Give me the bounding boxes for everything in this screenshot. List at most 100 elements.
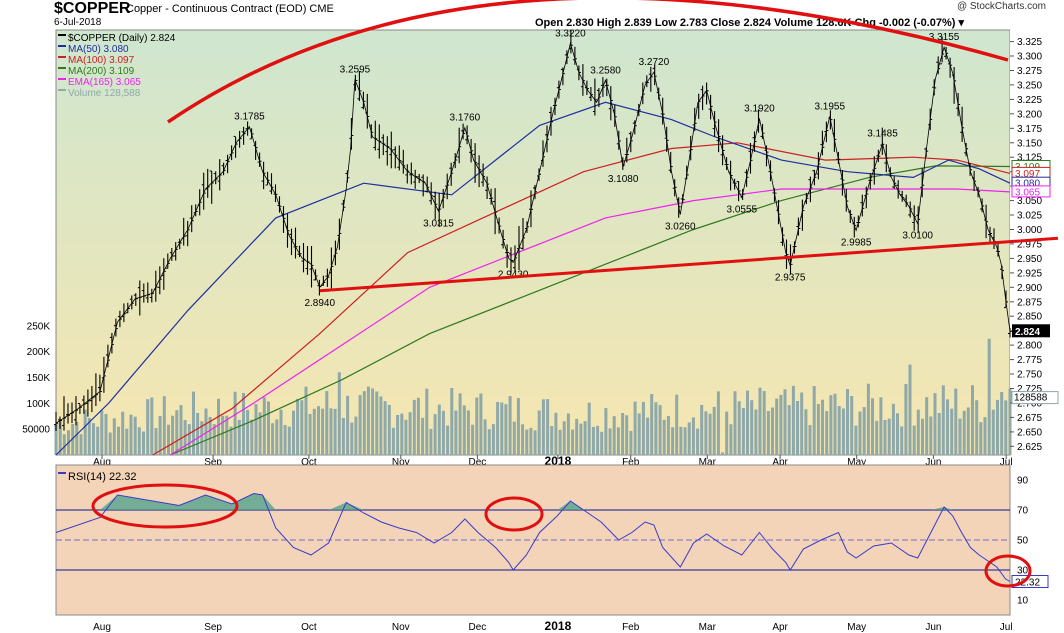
volume-bar [366,386,370,455]
volume-bar [983,417,987,455]
volume-bar [837,406,841,455]
volume-bar [554,412,558,455]
volume-bar [346,395,350,455]
volume-bar [350,422,354,455]
volume-bar [971,385,974,455]
price-annotation-label: 3.1920 [744,103,775,114]
volume-bar [566,413,570,455]
volume-bar [454,410,458,455]
price-annotation-label: 3.1485 [867,129,898,140]
x-axis-label: May [847,622,866,633]
rsi-legend-item: RSI(14) 22.32 [68,471,136,483]
volume-bar [292,410,295,455]
volume-bar [75,421,79,455]
x-axis-label: Jul [1000,622,1013,633]
volume-bar [579,423,583,455]
last-price-box [1012,324,1050,338]
legend-swatch [58,34,66,36]
volume-axis-label: 50000 [22,425,50,436]
volume-bar [946,399,949,455]
volume-bar [462,405,466,455]
volume-bar [321,408,325,455]
volume-bar [271,423,275,455]
volume-bar [771,407,774,455]
volume-bar [200,421,204,455]
x-axis-label: Sep [204,622,222,633]
volume-bar [708,413,712,455]
legend-swatch [58,78,66,80]
x-axis-label: Mar [699,457,717,468]
volume-bar [841,408,845,455]
price-annotation-label: 2.8940 [304,298,335,309]
volume-bar [550,426,554,455]
volume-bar [404,419,408,455]
ma-value-box [1011,185,1051,198]
volume-bar [633,401,637,455]
volume-bar [287,426,291,455]
volume-bar [58,421,62,455]
volume-bar [854,425,858,455]
price-axis-label: 2.625 [1017,442,1042,453]
volume-bar [175,410,179,455]
rsi-oversold-circle [984,554,1032,588]
price-axis-label: 2.950 [1017,254,1042,265]
price-annotation-label: 3.3220 [555,28,586,39]
volume-bar [450,388,454,455]
volume-bar [858,411,862,455]
price-annotation-label: 3.2595 [340,64,371,75]
x-axis-label: Jul [1000,457,1013,468]
volume-bar [262,397,266,455]
volume-bar [237,419,241,455]
price-annotation-label: 3.1955 [814,101,845,112]
volume-bar [612,416,616,455]
volume-bar [279,409,283,455]
volume-bar [129,414,133,455]
ohlc-readout: Open 2.830 High 2.839 Low 2.783 Close 2.… [535,17,964,29]
volume-bar [608,428,612,455]
volume-bar [179,405,183,455]
volume-bar [54,424,58,455]
legend-item: MA(200) 3.109 [68,66,135,77]
price-axis-label: 3.050 [1017,196,1042,207]
volume-bar [254,404,258,455]
volume-bar [571,429,575,455]
x-axis-label: May [847,457,866,468]
volume-bar [379,396,383,455]
volume-bar [646,417,650,455]
volume-bar [516,398,520,455]
volume-bar [383,401,387,455]
price-annotation-label: 3.2580 [590,65,621,76]
volume-bar [546,399,550,455]
price-axis-label: 3.125 [1017,153,1042,164]
volume-bar [987,338,991,456]
volume-bar [196,412,200,455]
price-annotation-label: 3.1760 [450,113,481,124]
volume-axis-label: 200K [27,347,51,358]
volume-bar [950,408,954,455]
chart-title: Copper - Continuous Contract (EOD) CME [126,3,334,15]
volume-bar [483,419,487,455]
volume-bar [825,411,829,455]
legend-swatch [58,45,66,47]
volume-bar [991,409,995,455]
last-volume-box [1011,391,1059,405]
volume-bar [762,391,766,455]
volume-bar [296,398,300,455]
volume-bar [933,393,937,455]
volume-bar [491,424,495,455]
x-axis-label: Sep [204,457,222,468]
volume-bar [233,391,237,455]
volume-bar [758,387,762,455]
volume-bar [117,426,120,455]
price-annotation-label: 3.0260 [665,221,696,232]
volume-bar [683,427,687,455]
volume-bar [575,418,579,455]
volume-bar [671,427,675,455]
volume-bar [658,405,662,455]
volume-bar [700,404,704,455]
volume-bar [900,426,904,455]
price-axis-label: 2.800 [1017,341,1042,352]
volume-bar [412,399,416,455]
volume-bar [171,415,175,455]
volume-bar [875,420,879,455]
